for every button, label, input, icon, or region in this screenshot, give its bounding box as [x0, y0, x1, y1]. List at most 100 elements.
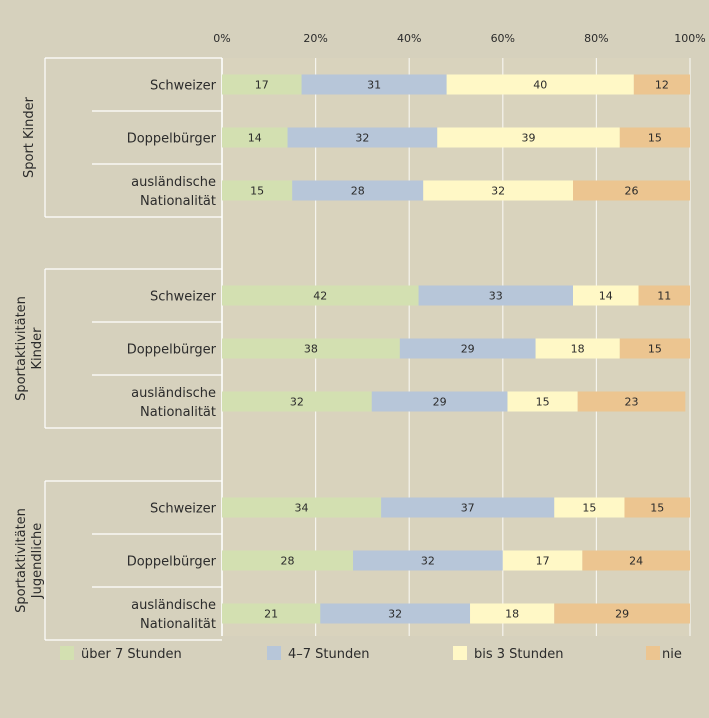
data-label: 15 [582, 502, 596, 515]
data-label: 17 [536, 555, 550, 568]
data-label: 28 [351, 185, 365, 198]
bar-segment [320, 603, 471, 624]
bar-segment [399, 338, 536, 359]
bar-segment [619, 127, 690, 148]
category-label: ausländische [131, 598, 216, 613]
bar-segment [502, 550, 583, 571]
bar-segment [292, 180, 424, 201]
data-label: 29 [433, 396, 447, 409]
bar-segment [222, 180, 293, 201]
x-tick-label: 80% [584, 32, 608, 45]
bar-segment [423, 180, 573, 201]
data-label: 15 [650, 502, 664, 515]
data-label: 21 [264, 608, 278, 621]
bar-segment [573, 285, 639, 306]
bar-segment [624, 497, 690, 518]
bar-segment [554, 603, 690, 624]
data-label: 14 [599, 290, 613, 303]
bar-segment [381, 497, 555, 518]
category-label: Nationalität [140, 617, 216, 632]
bar-segment [554, 497, 625, 518]
group-label: Sport Kinder [22, 96, 37, 178]
data-label: 34 [295, 502, 309, 515]
category-label: Doppelbürger [127, 343, 217, 358]
x-tick-label: 0% [213, 32, 230, 45]
data-label: 18 [571, 343, 585, 356]
bar-segment [371, 391, 508, 412]
legend-label: nie [662, 647, 682, 662]
category-label: Schweizer [150, 79, 217, 94]
group-label: Sportaktivitäten [14, 296, 29, 401]
bar-segment [507, 391, 578, 412]
data-label: 39 [522, 132, 536, 145]
bar-segment [446, 74, 634, 95]
data-label: 23 [625, 396, 639, 409]
group-label: Kinder [30, 327, 45, 370]
data-label: 24 [629, 555, 643, 568]
group-label: Sportaktivitäten [14, 508, 29, 613]
bar-segment [222, 338, 400, 359]
data-label: 15 [648, 343, 662, 356]
category-label: Nationalität [140, 405, 216, 420]
data-label: 38 [304, 343, 318, 356]
data-label: 11 [657, 290, 671, 303]
legend-label: 4–7 Stunden [288, 647, 370, 662]
x-tick-label: 20% [303, 32, 327, 45]
data-label: 15 [648, 132, 662, 145]
legend-swatch [60, 646, 74, 660]
bar-segment [301, 74, 447, 95]
legend-swatch [453, 646, 467, 660]
legend-swatch [267, 646, 281, 660]
bar-segment [573, 180, 690, 201]
data-label: 29 [461, 343, 475, 356]
bar-segment [535, 338, 620, 359]
bar-segment [222, 74, 302, 95]
data-label: 28 [281, 555, 295, 568]
x-tick-label: 60% [491, 32, 515, 45]
data-label: 31 [367, 79, 381, 92]
data-label: 33 [489, 290, 503, 303]
bar-segment [470, 603, 555, 624]
legend-swatch [646, 646, 660, 660]
category-label: Doppelbürger [127, 132, 217, 147]
data-label: 17 [255, 79, 269, 92]
bar-segment [222, 127, 288, 148]
bar-segment [222, 285, 419, 306]
legend-label: über 7 Stunden [81, 647, 182, 662]
data-label: 32 [355, 132, 369, 145]
group-label: Jugendliche [30, 523, 45, 599]
category-label: Schweizer [150, 502, 217, 517]
bar-segment [619, 338, 690, 359]
category-label: Doppelbürger [127, 555, 217, 570]
data-label: 15 [250, 185, 264, 198]
data-label: 29 [615, 608, 629, 621]
category-label: Nationalität [140, 194, 216, 209]
data-label: 32 [421, 555, 435, 568]
category-label: ausländische [131, 175, 216, 190]
bar-segment [222, 550, 354, 571]
bar-segment [222, 497, 382, 518]
data-label: 42 [313, 290, 327, 303]
bar-segment [633, 74, 690, 95]
data-label: 37 [461, 502, 475, 515]
data-label: 40 [533, 79, 547, 92]
data-label: 15 [536, 396, 550, 409]
data-label: 32 [388, 608, 402, 621]
data-label: 14 [248, 132, 262, 145]
bar-segment [582, 550, 690, 571]
x-tick-label: 40% [397, 32, 421, 45]
data-label: 32 [290, 396, 304, 409]
bar-segment [222, 391, 372, 412]
data-label: 26 [625, 185, 639, 198]
data-label: 12 [655, 79, 669, 92]
bar-segment [437, 127, 620, 148]
bar-segment [353, 550, 503, 571]
x-tick-label: 100% [674, 32, 705, 45]
bar-segment [287, 127, 438, 148]
bar-segment [638, 285, 690, 306]
bar-segment [418, 285, 573, 306]
category-label: Schweizer [150, 290, 217, 305]
data-label: 32 [491, 185, 505, 198]
bar-segment [577, 391, 686, 412]
